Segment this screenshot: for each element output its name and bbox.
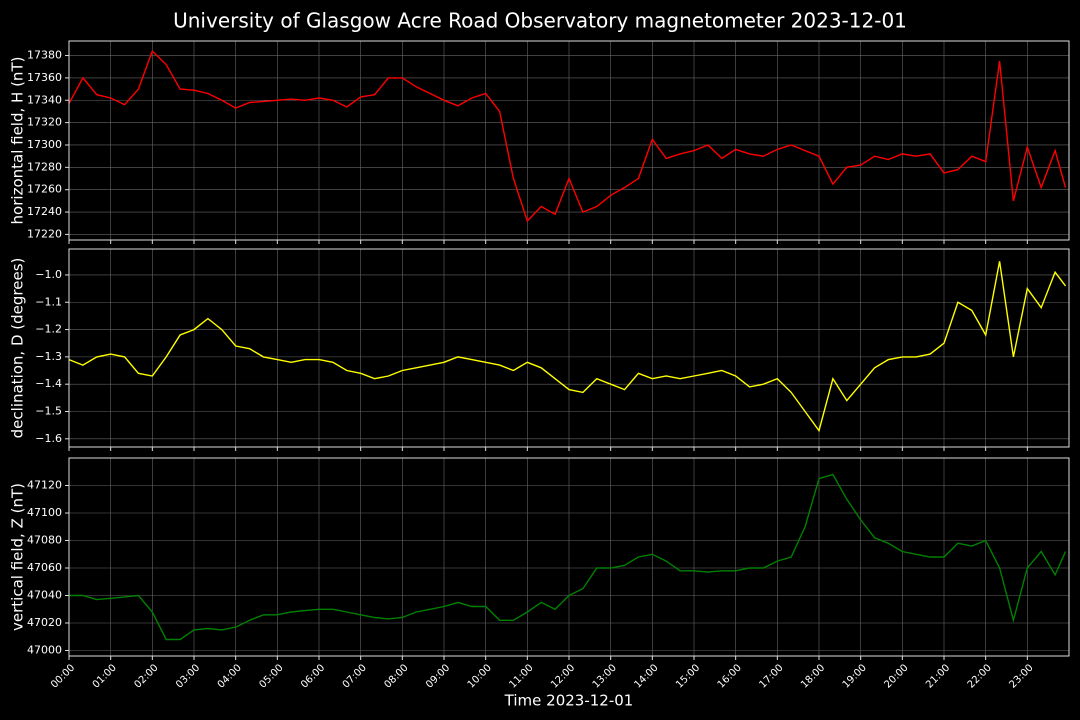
y-tick-label: −1.3: [35, 350, 62, 363]
y-tick-label: −1.2: [35, 323, 62, 336]
y-tick-label: −1.4: [35, 377, 62, 390]
chart-title: University of Glasgow Acre Road Observat…: [173, 9, 907, 33]
x-tick-label: 11:00: [507, 662, 535, 690]
y-tick-label: 17280: [27, 160, 62, 173]
y-tick-label: 47060: [27, 561, 62, 574]
x-tick-label: 10:00: [466, 662, 494, 690]
x-tick-label: 14:00: [632, 662, 660, 690]
y-tick-label: −1.5: [35, 404, 62, 417]
x-tick-label: 01:00: [91, 662, 119, 690]
y-tick-label: 17360: [27, 71, 62, 84]
x-tick-label: 03:00: [174, 662, 202, 690]
data-line: [69, 473, 1067, 641]
y-tick-label: 17260: [27, 183, 62, 196]
x-tick-label: 17:00: [757, 662, 785, 690]
x-tick-label: 21:00: [924, 662, 952, 690]
x-tick-label: 05:00: [257, 662, 285, 690]
y-tick-label: 47020: [27, 616, 62, 629]
y-tick-label: 47000: [27, 644, 62, 657]
y-tick-label: −1.1: [35, 295, 62, 308]
x-axis-label: Time 2023-12-01: [504, 692, 634, 710]
x-tick-label: 00:00: [49, 662, 77, 690]
x-tick-label: 20:00: [882, 662, 910, 690]
y-tick-label: 17240: [27, 205, 62, 218]
plot-frame: [68, 457, 1070, 657]
x-tick-label: 02:00: [132, 662, 160, 690]
x-tick-label: 15:00: [674, 662, 702, 690]
y-axis-label: vertical field, Z (nT): [9, 483, 27, 631]
plot-frame: [68, 40, 1070, 241]
x-tick-label: 18:00: [799, 662, 827, 690]
y-tick-label: 47120: [27, 479, 62, 492]
y-tick-label: −1.0: [35, 268, 62, 281]
x-tick-label: 22:00: [966, 662, 994, 690]
data-line: [68, 261, 1067, 433]
x-tick-label: 09:00: [424, 662, 452, 690]
y-tick-label: 17320: [27, 116, 62, 129]
x-tick-label: 23:00: [1007, 662, 1035, 690]
y-tick-label: −1.6: [35, 432, 62, 445]
x-tick-label: 13:00: [591, 662, 619, 690]
x-tick-label: 16:00: [716, 662, 744, 690]
data-line: [68, 49, 1067, 223]
y-tick-label: 47040: [27, 589, 62, 602]
y-tick-label: 17220: [27, 227, 62, 240]
x-tick-label: 06:00: [299, 662, 327, 690]
x-tick-label: 19:00: [841, 662, 869, 690]
x-tick-label: 08:00: [382, 662, 410, 690]
y-tick-label: 17300: [27, 138, 62, 151]
y-tick-label: 47100: [27, 506, 62, 519]
y-tick-label: 47080: [27, 534, 62, 547]
x-tick-label: 04:00: [216, 662, 244, 690]
y-axis-label: horizontal field, H (nT): [9, 57, 27, 225]
y-tick-label: 17340: [27, 93, 62, 106]
x-tick-label: 07:00: [341, 662, 369, 690]
y-axis-label: declination, D (degrees): [9, 258, 27, 439]
x-tick-label: 12:00: [549, 662, 577, 690]
y-tick-label: 17380: [27, 49, 62, 62]
plot-frame: [68, 248, 1070, 448]
